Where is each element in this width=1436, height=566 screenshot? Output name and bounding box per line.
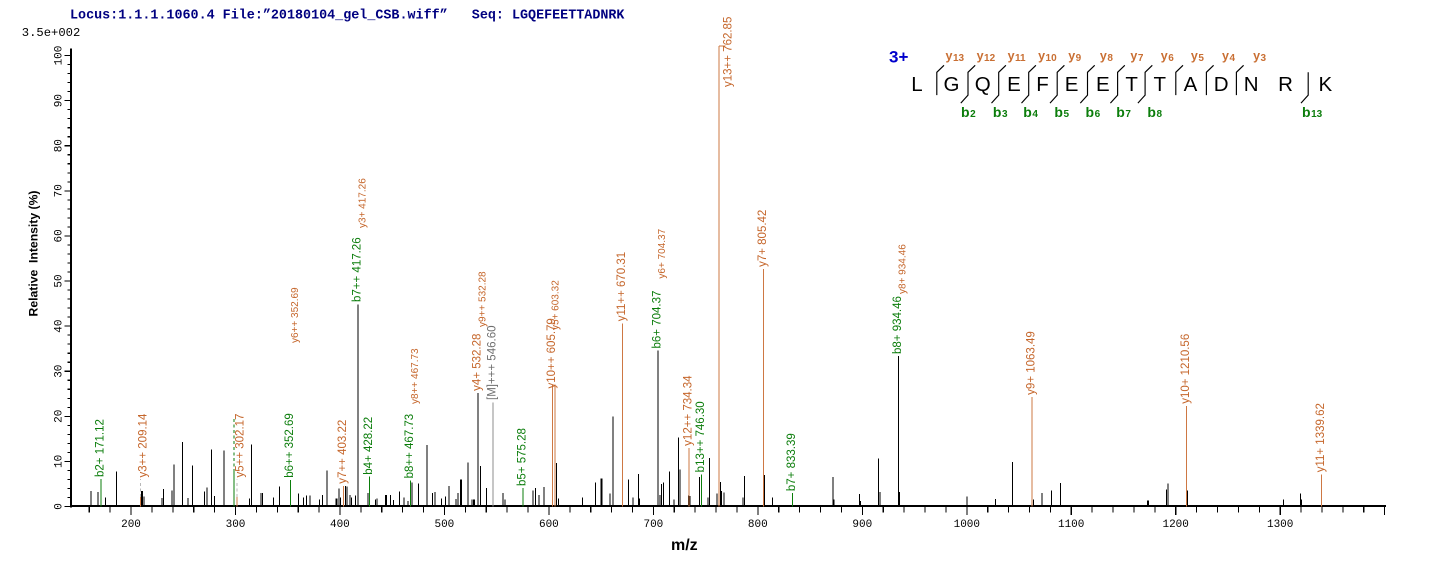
svg-text:b2+ 171.12: b2+ 171.12 — [94, 419, 106, 477]
svg-text:900: 900 — [852, 519, 872, 531]
svg-text:90: 90 — [53, 94, 65, 107]
svg-text:30: 30 — [53, 365, 65, 378]
svg-text:y9: y9 — [1068, 49, 1081, 64]
svg-text:Q: Q — [975, 73, 991, 96]
svg-text:Locus:1.1.1.1060.4 File:”20180: Locus:1.1.1.1060.4 File:”20180104_gel_CS… — [70, 9, 625, 24]
svg-text:y8+ 934.46: y8+ 934.46 — [898, 244, 909, 294]
svg-text:50: 50 — [53, 274, 65, 287]
svg-text:300: 300 — [226, 519, 246, 531]
svg-text:1000: 1000 — [954, 519, 980, 531]
svg-text:200: 200 — [121, 519, 141, 531]
svg-text:y3+ 417.26: y3+ 417.26 — [358, 178, 369, 228]
svg-text:y5: y5 — [1191, 49, 1204, 64]
svg-text:20: 20 — [53, 410, 65, 423]
svg-text:1300: 1300 — [1267, 519, 1293, 531]
svg-text:m/z: m/z — [671, 537, 698, 554]
svg-text:R: R — [1278, 73, 1293, 96]
svg-text:y13++ 762.85: y13++ 762.85 — [723, 17, 735, 87]
svg-text:b13++ 746.30: b13++ 746.30 — [695, 401, 707, 472]
svg-text:b8+ 934.46: b8+ 934.46 — [892, 296, 904, 354]
svg-text:b7++ 417.26: b7++ 417.26 — [352, 237, 364, 302]
svg-text:y11: y11 — [1008, 49, 1026, 64]
svg-text:y8++ 467.73: y8++ 467.73 — [410, 348, 421, 404]
svg-text:y10+ 1210.56: y10+ 1210.56 — [1180, 334, 1192, 404]
svg-text:E: E — [1096, 73, 1110, 96]
svg-text:Relative Intensity (%): Relative Intensity (%) — [27, 191, 41, 317]
svg-text:y11+ 1339.62: y11+ 1339.62 — [1315, 403, 1327, 472]
svg-text:y12: y12 — [977, 49, 996, 64]
svg-text:y10: y10 — [1038, 49, 1057, 64]
svg-text:400: 400 — [330, 519, 350, 531]
svg-text:y5+ 603.32: y5+ 603.32 — [551, 280, 562, 330]
svg-text:b5+ 575.28: b5+ 575.28 — [517, 428, 529, 486]
svg-text:y7+ 805.42: y7+ 805.42 — [757, 210, 769, 267]
svg-text:y6++ 352.69: y6++ 352.69 — [290, 287, 301, 343]
svg-text:b7+ 833.39: b7+ 833.39 — [786, 433, 798, 491]
svg-text:y5++ 302.17: y5++ 302.17 — [234, 414, 246, 478]
svg-text:y9++ 532.28: y9++ 532.28 — [478, 271, 489, 327]
svg-text:0: 0 — [53, 503, 65, 510]
svg-text:[M]+++ 546.60: [M]+++ 546.60 — [487, 326, 499, 400]
svg-text:T: T — [1154, 73, 1167, 96]
svg-text:y3++ 209.14: y3++ 209.14 — [138, 413, 150, 478]
svg-text:F: F — [1036, 73, 1049, 96]
svg-text:G: G — [944, 73, 960, 96]
svg-text:500: 500 — [434, 519, 454, 531]
svg-text:y13: y13 — [946, 49, 965, 64]
svg-text:3+: 3+ — [889, 48, 908, 67]
svg-text:L: L — [911, 73, 922, 96]
svg-text:b8++ 467.73: b8++ 467.73 — [404, 414, 416, 479]
svg-text:700: 700 — [643, 519, 663, 531]
svg-text:60: 60 — [53, 229, 65, 242]
svg-text:y7++ 403.22: y7++ 403.22 — [337, 420, 349, 484]
svg-text:y7: y7 — [1130, 49, 1143, 64]
svg-text:y9+ 1063.49: y9+ 1063.49 — [1026, 331, 1038, 395]
svg-text:y10++ 605.79: y10++ 605.79 — [546, 318, 558, 388]
svg-text:3.5e+002: 3.5e+002 — [22, 26, 81, 40]
svg-text:40: 40 — [53, 319, 65, 332]
svg-text:y6: y6 — [1161, 49, 1174, 64]
svg-text:70: 70 — [53, 184, 65, 197]
svg-text:600: 600 — [539, 519, 559, 531]
svg-text:y8: y8 — [1100, 49, 1113, 64]
svg-text:A: A — [1184, 73, 1198, 96]
svg-text:y4+ 532.28: y4+ 532.28 — [472, 334, 484, 391]
svg-text:10: 10 — [53, 455, 65, 468]
svg-text:100: 100 — [53, 46, 65, 66]
svg-text:y4: y4 — [1222, 49, 1235, 64]
svg-text:E: E — [1065, 73, 1079, 96]
svg-text:K: K — [1318, 73, 1332, 96]
svg-text:y11++ 670.31: y11++ 670.31 — [616, 252, 628, 322]
svg-text:80: 80 — [53, 139, 65, 152]
svg-text:b6++ 352.69: b6++ 352.69 — [284, 413, 296, 478]
svg-text:E: E — [1007, 73, 1021, 96]
svg-text:y12++ 734.34: y12++ 734.34 — [683, 375, 695, 446]
svg-text:T: T — [1125, 73, 1138, 96]
svg-text:1200: 1200 — [1162, 519, 1188, 531]
svg-text:N: N — [1244, 73, 1259, 96]
svg-text:b6+ 704.37: b6+ 704.37 — [651, 291, 663, 349]
svg-text:y6+ 704.37: y6+ 704.37 — [657, 228, 668, 278]
svg-text:800: 800 — [748, 519, 768, 531]
svg-text:1100: 1100 — [1058, 519, 1084, 531]
svg-text:b4+ 428.22: b4+ 428.22 — [363, 417, 375, 475]
svg-text:y3: y3 — [1253, 49, 1266, 64]
svg-text:D: D — [1214, 73, 1229, 96]
